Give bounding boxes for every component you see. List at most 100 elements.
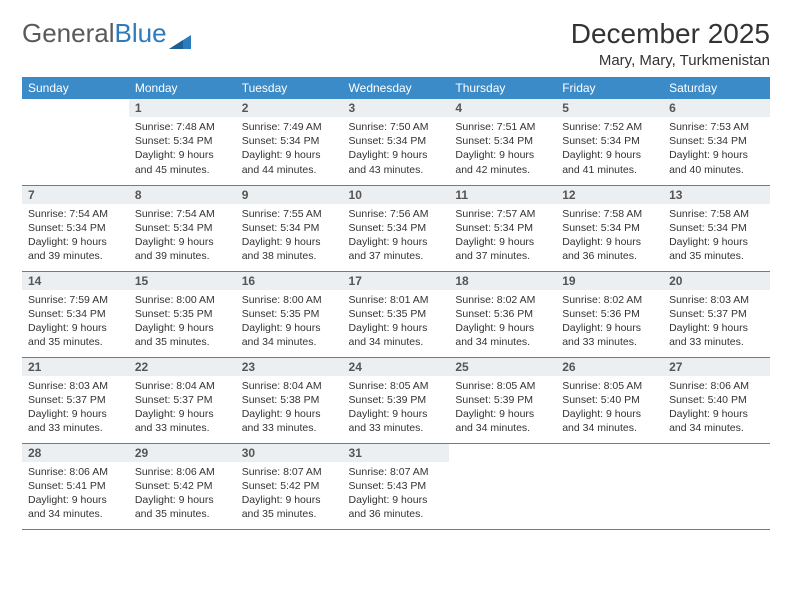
sunset-text: Sunset: 5:34 PM xyxy=(242,221,337,235)
day-data: Sunrise: 8:00 AMSunset: 5:35 PMDaylight:… xyxy=(236,290,343,354)
daylight-text: Daylight: 9 hours and 41 minutes. xyxy=(562,148,657,176)
sunrise-text: Sunrise: 8:01 AM xyxy=(349,293,444,307)
calendar-cell: 1Sunrise: 7:48 AMSunset: 5:34 PMDaylight… xyxy=(129,99,236,185)
day-data: Sunrise: 7:52 AMSunset: 5:34 PMDaylight:… xyxy=(556,117,663,181)
day-number: 13 xyxy=(663,186,770,204)
sunset-text: Sunset: 5:38 PM xyxy=(242,393,337,407)
sunrise-text: Sunrise: 7:58 AM xyxy=(669,207,764,221)
brand-triangle-icon xyxy=(169,25,191,39)
sunrise-text: Sunrise: 8:07 AM xyxy=(349,465,444,479)
day-number: 17 xyxy=(343,272,450,290)
daylight-text: Daylight: 9 hours and 38 minutes. xyxy=(242,235,337,263)
brand-logo: GeneralBlue xyxy=(22,18,191,49)
day-data: Sunrise: 7:50 AMSunset: 5:34 PMDaylight:… xyxy=(343,117,450,181)
calendar-cell: 28Sunrise: 8:06 AMSunset: 5:41 PMDayligh… xyxy=(22,443,129,529)
sunrise-text: Sunrise: 7:54 AM xyxy=(28,207,123,221)
day-number: 14 xyxy=(22,272,129,290)
location-text: Mary, Mary, Turkmenistan xyxy=(571,52,770,69)
day-number: 11 xyxy=(449,186,556,204)
day-data: Sunrise: 8:06 AMSunset: 5:40 PMDaylight:… xyxy=(663,376,770,440)
sunrise-text: Sunrise: 8:05 AM xyxy=(349,379,444,393)
daylight-text: Daylight: 9 hours and 44 minutes. xyxy=(242,148,337,176)
sunset-text: Sunset: 5:34 PM xyxy=(669,221,764,235)
sunrise-text: Sunrise: 8:05 AM xyxy=(455,379,550,393)
sunset-text: Sunset: 5:34 PM xyxy=(455,221,550,235)
sunrise-text: Sunrise: 8:04 AM xyxy=(242,379,337,393)
sunset-text: Sunset: 5:34 PM xyxy=(135,134,230,148)
day-number: 24 xyxy=(343,358,450,376)
sunset-text: Sunset: 5:34 PM xyxy=(455,134,550,148)
daylight-text: Daylight: 9 hours and 33 minutes. xyxy=(562,321,657,349)
sunrise-text: Sunrise: 8:04 AM xyxy=(135,379,230,393)
day-data: Sunrise: 7:55 AMSunset: 5:34 PMDaylight:… xyxy=(236,204,343,268)
day-data: Sunrise: 7:51 AMSunset: 5:34 PMDaylight:… xyxy=(449,117,556,181)
day-data: Sunrise: 8:00 AMSunset: 5:35 PMDaylight:… xyxy=(129,290,236,354)
sunrise-text: Sunrise: 7:57 AM xyxy=(455,207,550,221)
month-title: December 2025 xyxy=(571,18,770,50)
calendar-week-row: 28Sunrise: 8:06 AMSunset: 5:41 PMDayligh… xyxy=(22,443,770,529)
day-header: Wednesday xyxy=(343,77,450,99)
day-data: Sunrise: 7:49 AMSunset: 5:34 PMDaylight:… xyxy=(236,117,343,181)
daylight-text: Daylight: 9 hours and 35 minutes. xyxy=(28,321,123,349)
sunrise-text: Sunrise: 7:59 AM xyxy=(28,293,123,307)
daylight-text: Daylight: 9 hours and 37 minutes. xyxy=(349,235,444,263)
sunrise-text: Sunrise: 8:05 AM xyxy=(562,379,657,393)
calendar-cell xyxy=(663,443,770,529)
daylight-text: Daylight: 9 hours and 33 minutes. xyxy=(669,321,764,349)
calendar-cell: 13Sunrise: 7:58 AMSunset: 5:34 PMDayligh… xyxy=(663,185,770,271)
sunrise-text: Sunrise: 8:02 AM xyxy=(455,293,550,307)
calendar-cell: 22Sunrise: 8:04 AMSunset: 5:37 PMDayligh… xyxy=(129,357,236,443)
day-number: 29 xyxy=(129,444,236,462)
day-data: Sunrise: 8:02 AMSunset: 5:36 PMDaylight:… xyxy=(556,290,663,354)
day-data: Sunrise: 7:56 AMSunset: 5:34 PMDaylight:… xyxy=(343,204,450,268)
day-header: Sunday xyxy=(22,77,129,99)
day-data: Sunrise: 7:59 AMSunset: 5:34 PMDaylight:… xyxy=(22,290,129,354)
calendar-table: SundayMondayTuesdayWednesdayThursdayFrid… xyxy=(22,77,770,530)
day-data: Sunrise: 8:06 AMSunset: 5:41 PMDaylight:… xyxy=(22,462,129,526)
sunset-text: Sunset: 5:37 PM xyxy=(28,393,123,407)
day-number: 28 xyxy=(22,444,129,462)
day-number: 1 xyxy=(129,99,236,117)
calendar-cell xyxy=(22,99,129,185)
sunset-text: Sunset: 5:34 PM xyxy=(669,134,764,148)
calendar-head: SundayMondayTuesdayWednesdayThursdayFrid… xyxy=(22,77,770,99)
sunrise-text: Sunrise: 8:06 AM xyxy=(28,465,123,479)
day-data: Sunrise: 7:48 AMSunset: 5:34 PMDaylight:… xyxy=(129,117,236,181)
daylight-text: Daylight: 9 hours and 34 minutes. xyxy=(28,493,123,521)
calendar-cell: 26Sunrise: 8:05 AMSunset: 5:40 PMDayligh… xyxy=(556,357,663,443)
sunrise-text: Sunrise: 7:52 AM xyxy=(562,120,657,134)
day-number: 21 xyxy=(22,358,129,376)
calendar-cell: 10Sunrise: 7:56 AMSunset: 5:34 PMDayligh… xyxy=(343,185,450,271)
calendar-cell: 6Sunrise: 7:53 AMSunset: 5:34 PMDaylight… xyxy=(663,99,770,185)
sunrise-text: Sunrise: 7:48 AM xyxy=(135,120,230,134)
sunset-text: Sunset: 5:34 PM xyxy=(28,221,123,235)
daylight-text: Daylight: 9 hours and 39 minutes. xyxy=(28,235,123,263)
day-number: 15 xyxy=(129,272,236,290)
calendar-cell: 31Sunrise: 8:07 AMSunset: 5:43 PMDayligh… xyxy=(343,443,450,529)
daylight-text: Daylight: 9 hours and 39 minutes. xyxy=(135,235,230,263)
sunset-text: Sunset: 5:36 PM xyxy=(562,307,657,321)
day-data: Sunrise: 8:05 AMSunset: 5:39 PMDaylight:… xyxy=(449,376,556,440)
day-number: 22 xyxy=(129,358,236,376)
day-number: 7 xyxy=(22,186,129,204)
day-data: Sunrise: 8:03 AMSunset: 5:37 PMDaylight:… xyxy=(22,376,129,440)
calendar-cell: 24Sunrise: 8:05 AMSunset: 5:39 PMDayligh… xyxy=(343,357,450,443)
sunset-text: Sunset: 5:34 PM xyxy=(349,134,444,148)
calendar-cell: 19Sunrise: 8:02 AMSunset: 5:36 PMDayligh… xyxy=(556,271,663,357)
daylight-text: Daylight: 9 hours and 42 minutes. xyxy=(455,148,550,176)
sunset-text: Sunset: 5:41 PM xyxy=(28,479,123,493)
daylight-text: Daylight: 9 hours and 36 minutes. xyxy=(349,493,444,521)
day-number: 2 xyxy=(236,99,343,117)
brand-text-1: General xyxy=(22,18,115,49)
day-number: 5 xyxy=(556,99,663,117)
day-number: 9 xyxy=(236,186,343,204)
daylight-text: Daylight: 9 hours and 35 minutes. xyxy=(242,493,337,521)
day-number: 3 xyxy=(343,99,450,117)
day-data: Sunrise: 8:04 AMSunset: 5:37 PMDaylight:… xyxy=(129,376,236,440)
brand-text-2: Blue xyxy=(115,18,167,49)
calendar-week-row: 1Sunrise: 7:48 AMSunset: 5:34 PMDaylight… xyxy=(22,99,770,185)
calendar-cell: 23Sunrise: 8:04 AMSunset: 5:38 PMDayligh… xyxy=(236,357,343,443)
day-number: 26 xyxy=(556,358,663,376)
sunrise-text: Sunrise: 8:06 AM xyxy=(669,379,764,393)
day-header: Thursday xyxy=(449,77,556,99)
